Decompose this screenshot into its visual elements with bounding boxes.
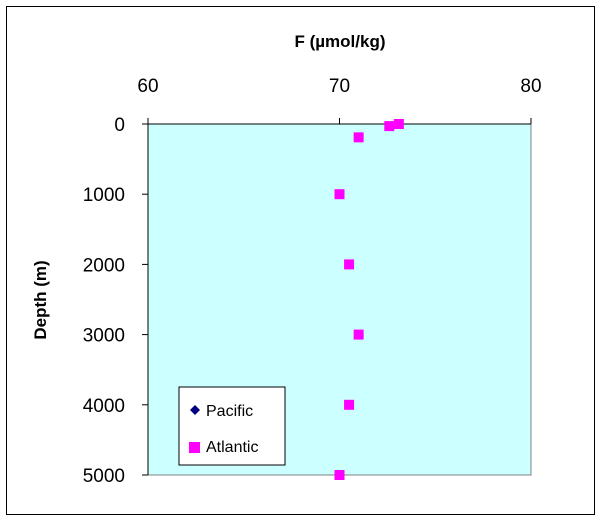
y-tick-label: 0 — [114, 115, 125, 136]
y-tick-label: 1000 — [83, 185, 125, 206]
y-tick-label: 3000 — [83, 326, 125, 347]
y-tick-label: 5000 — [83, 466, 125, 487]
y-tick-label: 4000 — [83, 396, 125, 417]
legend-marker-pacific — [190, 405, 200, 415]
data-point-atlantic — [353, 132, 364, 143]
y-axis-label: Depth (m) — [31, 260, 50, 339]
axis-ticks: 60 70 80 0 1000 2000 3000 4000 5000 — [83, 76, 542, 487]
legend-marker-atlantic — [189, 442, 200, 453]
x-tick-label: 60 — [137, 76, 158, 97]
data-point-atlantic — [344, 399, 355, 410]
data-point-atlantic — [353, 329, 364, 340]
x-tick-label: 70 — [329, 76, 350, 97]
data-point-atlantic — [384, 121, 395, 132]
legend: Pacific Atlantic — [178, 386, 286, 466]
data-point-atlantic — [334, 470, 345, 480]
legend-label-pacific: Pacific — [206, 403, 253, 420]
data-points — [334, 119, 404, 480]
chart-title: F (µmol/kg) — [294, 32, 385, 51]
legend-label-atlantic: Atlantic — [206, 439, 258, 456]
data-point-atlantic — [334, 189, 345, 200]
data-point-atlantic — [393, 119, 404, 129]
data-point-atlantic — [344, 259, 355, 270]
x-tick-label: 80 — [520, 76, 541, 97]
y-tick-label: 2000 — [83, 255, 125, 276]
